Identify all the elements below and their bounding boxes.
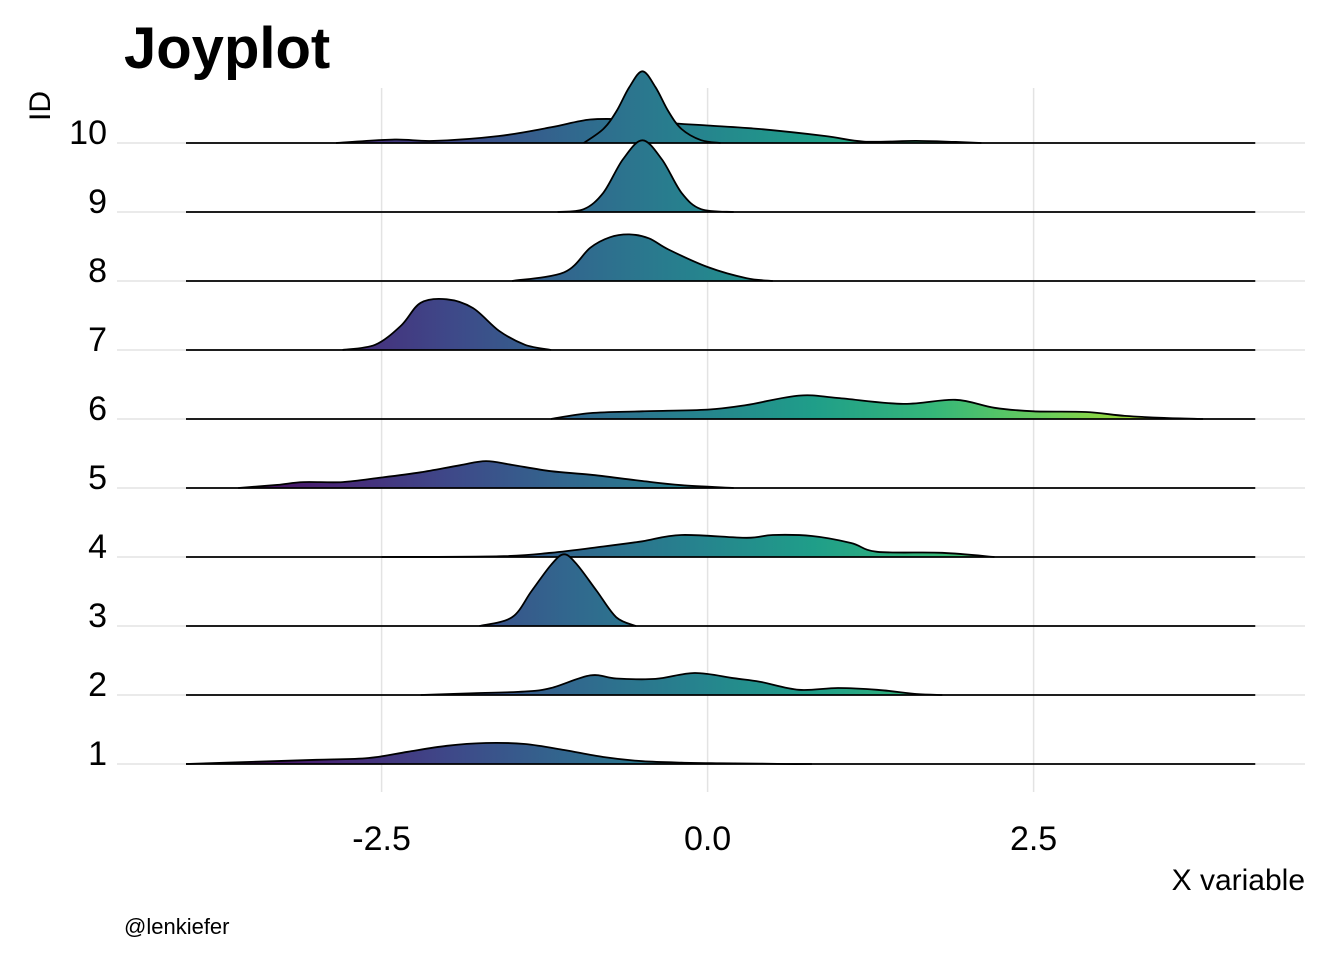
ridge-8-outline	[511, 233, 773, 282]
y-tick-label-6: 6	[88, 390, 107, 428]
ridge-1	[185, 741, 812, 765]
y-tick-label-10: 10	[69, 114, 107, 152]
ridge-10-peak	[583, 70, 721, 144]
ridge-9	[557, 139, 734, 213]
ridge-4-fill	[381, 534, 995, 557]
y-tick-labels: 1 2 3 4 5 6 7 8 9 10	[69, 114, 107, 773]
ridge-5-outline	[238, 460, 734, 489]
x-axis-label: X variable	[1172, 864, 1305, 897]
chart-title: Joyplot	[124, 16, 330, 81]
ridge-9-outline	[557, 139, 734, 213]
ridge-6-fill	[551, 395, 1204, 419]
ridge-3-outline	[479, 553, 637, 627]
y-tick-label-8: 8	[88, 252, 107, 290]
y-tick-label-7: 7	[88, 321, 107, 359]
ridge-8-fill	[512, 234, 773, 281]
ridge-5-fill	[238, 461, 734, 488]
ridge-1-fill	[186, 742, 812, 765]
ridge-7	[342, 297, 552, 351]
y-tick-label-9: 9	[88, 183, 107, 221]
ridge-2	[420, 672, 943, 696]
ridge-6	[550, 394, 1204, 420]
ridge-7-fill	[342, 298, 552, 350]
caption: @lenkiefer	[124, 914, 230, 939]
ridge-2-fill	[420, 672, 943, 695]
ridge-10-peak-fill	[583, 71, 721, 143]
y-tick-label-5: 5	[88, 459, 107, 497]
x-tick-label-1: 0.0	[684, 820, 731, 858]
y-axis-label: ID	[24, 91, 57, 121]
ridge-3-fill	[479, 554, 636, 626]
ridge-5	[238, 460, 734, 489]
y-tick-label-2: 2	[88, 666, 107, 704]
ridge-3	[479, 553, 637, 627]
ridge-4-outline	[381, 533, 995, 558]
ridge-10-peak-outline	[583, 70, 721, 144]
ridge-layer	[185, 70, 1256, 765]
x-tick-labels: -2.5 0.0 2.5	[352, 820, 1057, 858]
ridge-6-outline	[550, 394, 1204, 420]
ridge-7-outline	[342, 297, 552, 351]
ridge-9-fill	[557, 140, 734, 212]
ridge-2-outline	[420, 672, 943, 696]
x-tick-label-0: -2.5	[352, 820, 411, 858]
y-tick-label-4: 4	[88, 528, 107, 566]
ridge-4	[381, 533, 995, 558]
x-tick-label-2: 2.5	[1010, 820, 1057, 858]
y-tick-label-3: 3	[88, 597, 107, 635]
y-tick-label-1: 1	[88, 735, 107, 773]
ridge-8	[511, 233, 773, 282]
